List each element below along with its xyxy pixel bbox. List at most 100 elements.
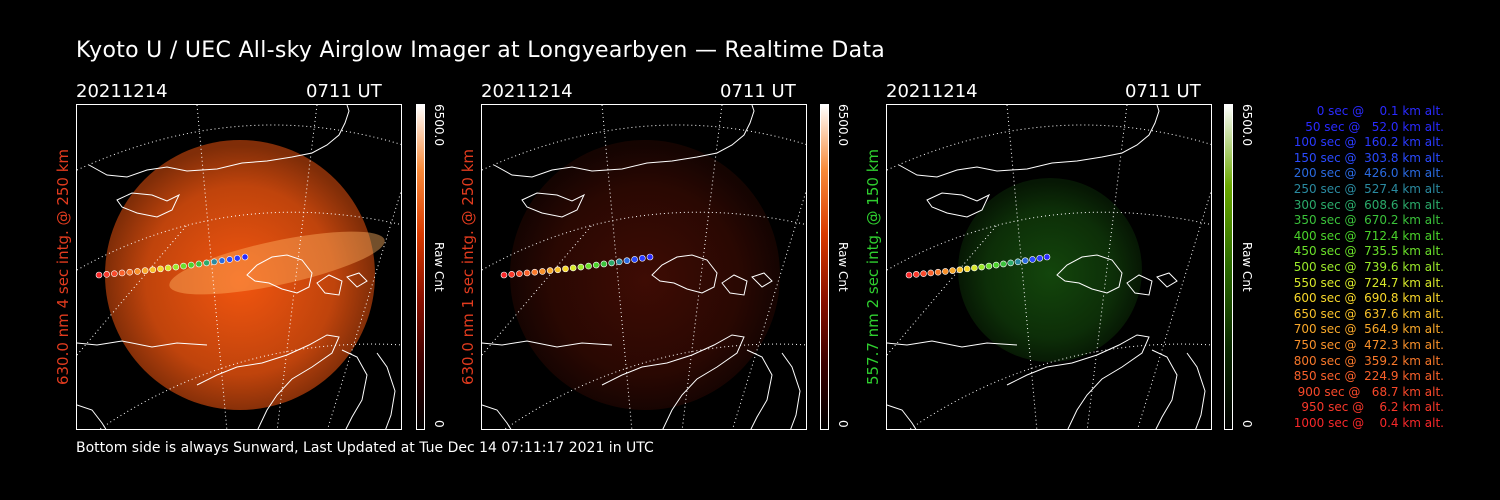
trajectory-point <box>963 265 971 273</box>
aurora-band <box>169 231 385 295</box>
trajectory-point <box>508 271 515 278</box>
trajectory-point <box>1043 253 1051 261</box>
legend-item: 550 sec @ 724.7 km alt. <box>1293 275 1444 290</box>
legend-item: 200 sec @ 426.0 km alt. <box>1293 166 1444 181</box>
sky-disc <box>958 178 1142 362</box>
trajectory-point <box>585 262 592 270</box>
panel-2-cbar-unit: Raw Cnt <box>836 242 850 292</box>
legend-item: 1000 sec @ 0.4 km alt. <box>1293 416 1444 430</box>
trajectory-point <box>1007 259 1014 267</box>
panel-3-cbar-unit: Raw Cnt <box>1240 242 1254 292</box>
legend-item: 800 sec @ 359.2 km alt. <box>1293 353 1444 368</box>
panel-3-cbar-min: 0 <box>1240 420 1254 428</box>
sky-disc <box>105 140 375 410</box>
trajectory-point <box>126 268 134 276</box>
panel-3-date: 20211214 <box>886 81 978 102</box>
trajectory-point <box>531 268 539 276</box>
panel-1-colorbar <box>416 104 425 430</box>
panel-1-cbar-min: 0 <box>432 420 446 428</box>
panel-2-cbar-max: 6500.0 <box>836 104 850 146</box>
trajectory-point <box>141 267 149 274</box>
panel-3-sky-svg <box>887 105 1211 429</box>
legend-item: 750 sec @ 472.3 km alt. <box>1293 338 1444 352</box>
legend-item: 0 sec @ 0.1 km alt. <box>1316 104 1444 118</box>
legend-item: 950 sec @ 6.2 km alt. <box>1301 400 1444 415</box>
trajectory-point <box>195 260 203 268</box>
trajectory-point <box>1014 258 1022 266</box>
trajectory-point <box>978 263 985 271</box>
lat-lon-grid <box>77 105 401 429</box>
trajectory-point <box>615 258 623 266</box>
legend-item: 700 sec @ 564.9 km alt. <box>1293 322 1444 337</box>
legend-item: 100 sec @ 160.2 km alt. <box>1293 135 1444 150</box>
trajectory-point <box>1029 256 1036 263</box>
trajectory-point <box>134 268 141 275</box>
panel-2-colorbar <box>820 104 829 430</box>
trajectory-point <box>600 260 608 268</box>
coastline-map <box>482 105 801 429</box>
trajectory-point <box>241 253 249 261</box>
page-title: Kyoto U / UEC All-sky Airglow Imager at … <box>76 38 886 63</box>
trajectory-point <box>1000 260 1007 268</box>
trajectory-point <box>1021 257 1029 264</box>
trajectory-point <box>95 271 103 279</box>
trajectory-point <box>905 271 913 279</box>
trajectory-point <box>592 261 600 269</box>
trajectory-point <box>500 271 508 279</box>
trajectory-point <box>210 258 218 266</box>
trajectory-point <box>203 259 210 267</box>
panel-3-ylabel: 557.7 nm 2 sec intg. @ 150 km <box>864 148 882 386</box>
trajectory-point <box>992 261 1000 269</box>
legend-item: 900 sec @ 68.7 km alt. <box>1297 384 1444 399</box>
trajectory-point <box>149 266 157 274</box>
rocket-trajectory <box>95 253 249 279</box>
trajectory-point <box>956 266 964 274</box>
trajectory-point <box>1036 254 1044 262</box>
panel-1-ylabel: 630.0 nm 4 sec intg. @ 250 km <box>54 148 72 386</box>
trajectory-point <box>164 264 172 272</box>
trajectory-point <box>927 269 935 277</box>
legend-item: 50 sec @ 52.0 km alt. <box>1305 119 1444 134</box>
trajectory-point <box>516 270 523 277</box>
legend-item: 150 sec @ 303.8 km alt. <box>1293 150 1444 165</box>
trajectory-point <box>971 264 978 272</box>
trajectory-point <box>523 269 531 277</box>
trajectory-point <box>920 270 927 277</box>
trajectory-point <box>639 254 646 262</box>
panel-1-date: 20211214 <box>76 81 168 102</box>
panel-2-date: 20211214 <box>481 81 573 102</box>
trajectory-point <box>577 263 585 271</box>
trajectory-point <box>180 262 187 270</box>
panel-1-cbar-unit: Raw Cnt <box>432 242 446 292</box>
panel-3-time: 0711 UT <box>1125 81 1201 102</box>
trajectory-point <box>172 263 180 271</box>
trajectory-point <box>187 261 195 269</box>
legend-item: 250 sec @ 527.4 km alt. <box>1293 182 1444 196</box>
legend-item: 600 sec @ 690.8 km alt. <box>1293 291 1444 306</box>
lat-lon-grid <box>482 105 806 429</box>
trajectory-point <box>103 271 110 278</box>
trajectory-point <box>562 265 569 273</box>
trajectory-point <box>942 268 949 275</box>
panel-1-sky-svg <box>77 105 401 429</box>
legend-item: 500 sec @ 739.6 km alt. <box>1293 260 1444 274</box>
trajectory-point <box>118 269 126 277</box>
panel-2-time: 0711 UT <box>720 81 796 102</box>
trajectory-point <box>623 257 631 264</box>
trajectory-point <box>539 268 546 275</box>
panel-3-colorbar <box>1224 104 1233 430</box>
trajectory-point <box>234 254 241 262</box>
trajectory-point <box>569 264 577 272</box>
trajectory-point <box>111 270 118 277</box>
panel-3-image <box>886 104 1212 430</box>
trajectory-point <box>934 268 942 276</box>
panel-2-ylabel: 630.0 nm 1 sec intg. @ 250 km <box>459 148 477 386</box>
panel-1-image <box>76 104 402 430</box>
legend-item: 400 sec @ 712.4 km alt. <box>1293 228 1444 243</box>
trajectory-point <box>226 256 233 263</box>
sky-disc <box>510 140 780 410</box>
panel-1-cbar-max: 6500.0 <box>432 104 446 146</box>
rocket-trajectory <box>500 253 654 279</box>
panel-3-cbar-max: 6500.0 <box>1240 104 1254 146</box>
trajectory-point <box>608 259 615 267</box>
